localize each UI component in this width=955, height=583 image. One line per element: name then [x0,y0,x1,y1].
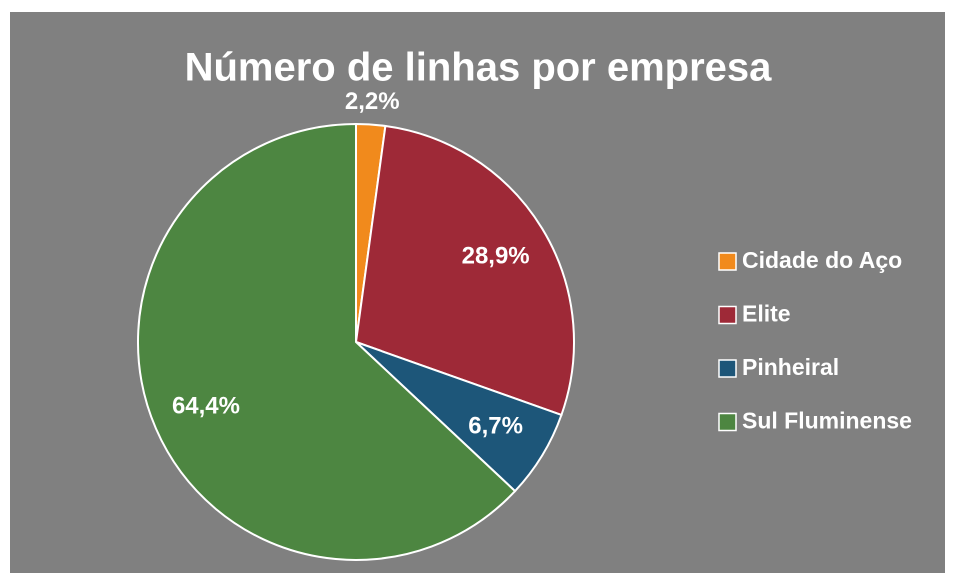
legend-label: Cidade do Aço [742,247,902,273]
legend-label: Pinheiral [742,354,839,380]
legend-label: Sul Fluminense [742,408,912,434]
legend-label: Elite [742,301,791,327]
chart-title: Número de linhas por empresa [185,46,773,90]
data-label: 64,4% [172,392,240,419]
legend-swatch [718,412,737,432]
data-label: 6,7% [468,412,523,439]
data-label: 28,9% [462,242,530,269]
data-label: 2,2% [345,88,400,115]
legend-swatch [718,252,737,271]
legend-swatch [718,359,737,378]
pie-slice [137,122,517,561]
pie-slice [354,124,575,417]
legend-swatch [718,305,737,325]
